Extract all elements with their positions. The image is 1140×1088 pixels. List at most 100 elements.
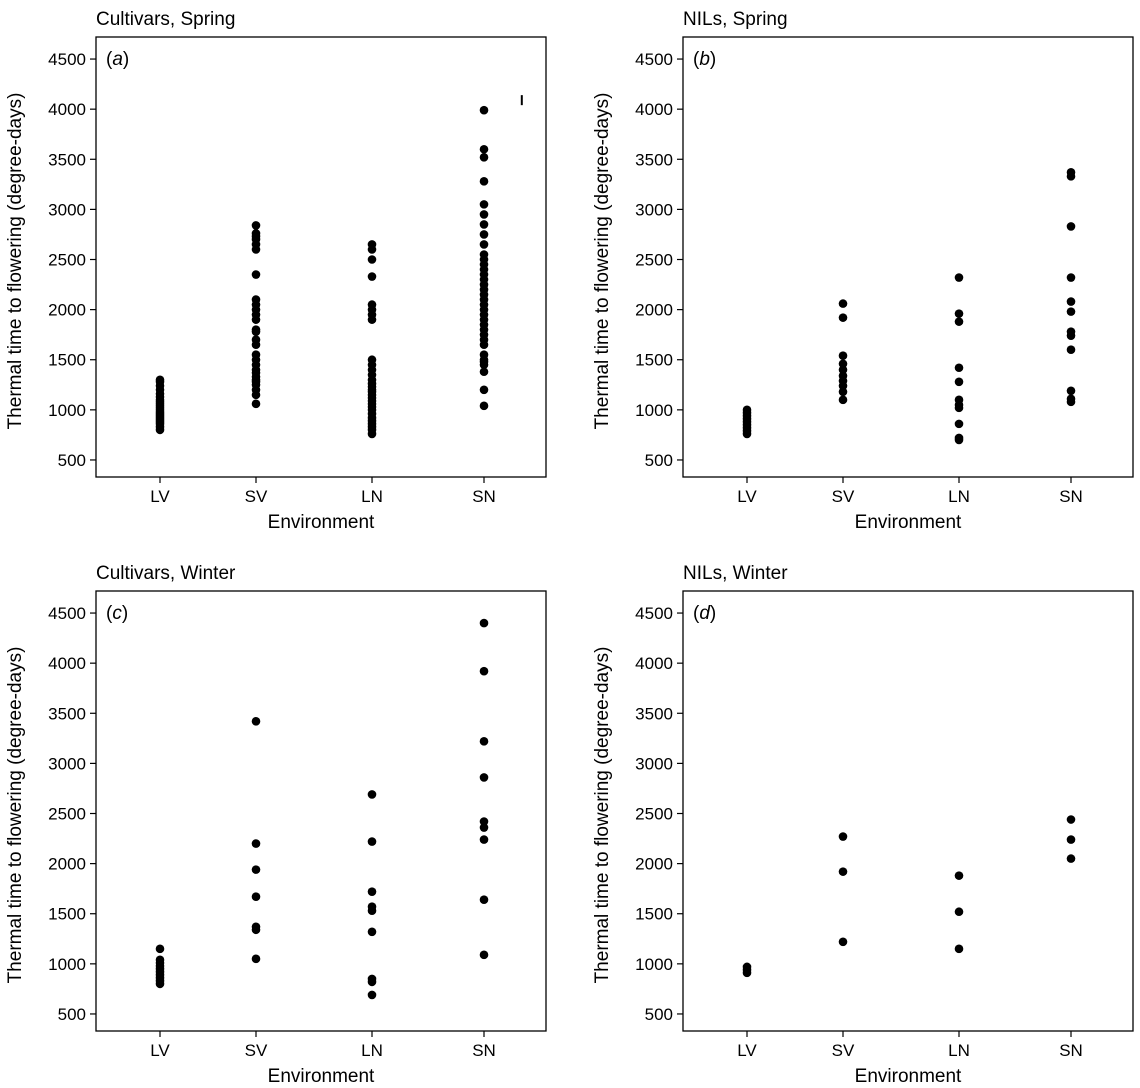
panel-label: (a) — [106, 49, 129, 70]
y-axis-label: Thermal time to flowering (degree-days) — [592, 647, 613, 984]
y-tick-label: 2500 — [48, 805, 86, 824]
data-point-ln — [367, 990, 377, 1000]
data-point-sn — [1066, 854, 1076, 863]
y-axis-label: Thermal time to flowering (degree-days) — [5, 93, 26, 430]
y-tick-label: 2000 — [635, 301, 673, 320]
data-point-ln — [954, 871, 964, 880]
panel-a: Cultivars, Spring (a) 500 1000 1500 2000 2500 3… — [5, 9, 547, 533]
data-point-sn — [1066, 394, 1076, 404]
x-tick-label-sn: SN — [472, 487, 496, 506]
x-axis-label: Environment — [268, 512, 375, 533]
data-point-lv — [155, 955, 165, 965]
data-point-sv — [838, 832, 848, 841]
y-tick-label: 2500 — [48, 251, 86, 270]
data-point-sn — [479, 773, 489, 782]
x-tick-label-sn: SN — [1059, 487, 1083, 506]
panel-label: (c) — [106, 603, 128, 624]
x-tick-label-sn: SN — [472, 1041, 496, 1060]
y-tick-label: 3000 — [48, 754, 86, 773]
data-point-ln — [954, 273, 964, 282]
data-point-ln — [367, 240, 377, 249]
y-tick-label: 4500 — [48, 50, 86, 69]
plot-frame — [95, 36, 547, 478]
panel-c: Cultivars, Winter (c) 500 1000 1500 2000 2500 3… — [5, 563, 547, 1087]
data-point-sv — [251, 716, 261, 726]
data-point-ln — [367, 837, 377, 846]
data-point-sv — [838, 365, 848, 375]
y-tick-label: 4500 — [635, 604, 673, 623]
plot-frame — [682, 36, 1134, 478]
y-tick-label: 1500 — [635, 905, 673, 924]
data-point-sn — [479, 240, 489, 249]
data-point-sn — [479, 835, 489, 844]
data-point-ln — [954, 309, 964, 318]
y-tick-label: 3500 — [48, 704, 86, 723]
data-point-sv — [251, 221, 261, 230]
x-tick-label-sv: SV — [832, 487, 855, 506]
y-tick-label: 500 — [645, 451, 673, 470]
data-point-sn — [1066, 222, 1076, 231]
y-axis-label: Thermal time to flowering (degree-days) — [592, 93, 613, 430]
x-tick-label-lv: LV — [150, 1041, 170, 1060]
x-axis-label: Environment — [855, 1066, 962, 1087]
y-tick-label: 3500 — [635, 704, 673, 723]
data-point-sv — [251, 270, 261, 279]
data-point-ln — [954, 907, 964, 917]
x-tick-label-ln: LN — [361, 1041, 383, 1060]
y-tick-label: 2500 — [635, 805, 673, 824]
data-point-ln — [367, 790, 377, 799]
data-point-sn — [479, 230, 489, 239]
x-tick-label-lv: LV — [737, 487, 757, 506]
data-point-sv — [251, 335, 261, 344]
data-point-sv — [251, 865, 261, 874]
x-axis-label: Environment — [855, 512, 962, 533]
y-tick-label: 1500 — [48, 351, 86, 370]
y-tick-label: 1000 — [48, 955, 86, 974]
data-point-sv — [251, 325, 261, 334]
data-point-sv — [838, 937, 848, 947]
data-point-ln — [367, 902, 377, 912]
y-tick-label: 1000 — [635, 955, 673, 974]
data-point-sn — [1066, 327, 1076, 336]
data-point-sn — [479, 350, 489, 360]
data-point-sn — [479, 823, 489, 832]
data-point-sv — [251, 892, 261, 901]
data-point-sn — [479, 817, 489, 826]
data-point-sv — [251, 839, 261, 848]
data-point-sn — [479, 200, 489, 209]
data-point-sn — [479, 385, 489, 395]
data-point-ln — [954, 377, 964, 387]
data-point-sn — [1066, 345, 1076, 355]
y-tick-label: 4500 — [635, 50, 673, 69]
y-tick-label: 4000 — [48, 100, 86, 119]
plot-frame — [95, 590, 547, 1032]
data-point-lv — [742, 405, 752, 415]
data-point-sv — [251, 295, 261, 304]
data-point-sn — [479, 250, 489, 259]
y-tick-label: 4500 — [48, 604, 86, 623]
y-tick-label: 2500 — [635, 251, 673, 270]
panel-label: (d) — [693, 603, 716, 624]
y-tick-label: 1500 — [635, 351, 673, 370]
y-tick-label: 1000 — [48, 401, 86, 420]
plot-frame — [682, 590, 1134, 1032]
data-point-sn — [479, 950, 489, 960]
data-point-lv — [155, 375, 165, 385]
y-tick-label: 2000 — [48, 855, 86, 874]
data-point-sn — [479, 177, 489, 186]
data-point-sv — [838, 867, 848, 876]
data-point-ln — [954, 395, 964, 405]
x-axis-label: Environment — [268, 1066, 375, 1087]
y-tick-label: 500 — [645, 1005, 673, 1024]
panel-d: NILs, Winter (d) 500 1000 1500 2000 2500 3000 35… — [592, 563, 1134, 1087]
y-tick-label: 3000 — [48, 200, 86, 219]
data-point-sn — [479, 895, 489, 905]
x-tick-label-ln: LN — [948, 1041, 970, 1060]
data-point-sv — [838, 359, 848, 369]
data-point-ln — [954, 419, 964, 429]
data-point-sn — [479, 618, 489, 628]
data-point-sn — [1066, 386, 1076, 396]
y-tick-label: 4000 — [635, 654, 673, 673]
y-tick-label: 500 — [58, 451, 86, 470]
x-tick-label-sv: SV — [245, 487, 268, 506]
